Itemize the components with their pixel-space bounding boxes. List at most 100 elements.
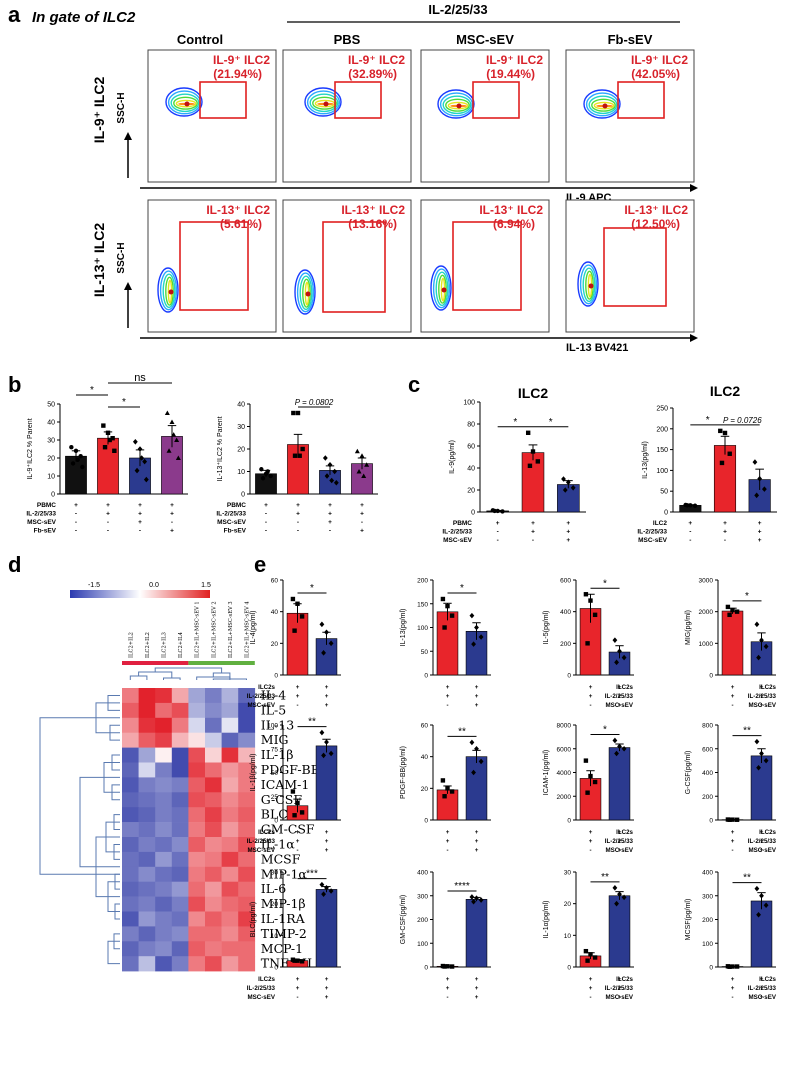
condition-sign: +: [566, 520, 570, 527]
heatmap-cell: [155, 807, 173, 823]
y-axis-label: IL-9⁺ILC2 % Parent: [26, 418, 34, 479]
heatmap-cell: [138, 911, 156, 927]
color-scale-bar: [70, 590, 210, 598]
heatmap-cell: [155, 777, 173, 793]
condition-sign: +: [360, 511, 364, 518]
heatmap-cell: [238, 747, 256, 763]
data-point: [763, 757, 769, 764]
condition-sign: +: [328, 502, 332, 509]
panel-letter-c: c: [408, 372, 420, 397]
heatmap-cell: [122, 837, 139, 853]
contour-peak: [323, 101, 329, 107]
gate-box: [179, 221, 249, 311]
condition-sign: +: [760, 693, 764, 700]
heatmap-cell: [221, 822, 239, 838]
contour-ring: [299, 275, 313, 311]
contour-peak: [602, 103, 608, 109]
y-tick-label: 0: [709, 818, 713, 825]
column-name: ILC2+IL+MSC-sEV 1: [195, 601, 201, 658]
data-point: [171, 432, 177, 437]
condition-sign: -: [497, 529, 499, 536]
heatmap-cell: [205, 837, 222, 853]
data-point: [319, 729, 325, 736]
condition-sign: +: [589, 985, 593, 992]
heatmap-cell: [138, 792, 156, 808]
heatmap-cell: [122, 896, 139, 912]
data-point: [754, 885, 760, 892]
data-point: [730, 817, 735, 822]
contour-ring: [170, 93, 200, 113]
y-tick-label: 3000: [699, 578, 714, 585]
heatmap-cell: [205, 807, 222, 823]
group-bar-red: [122, 661, 189, 665]
data-point: [359, 453, 365, 458]
heatmap-cell: [188, 956, 206, 972]
condition-label: MSC-sEV: [748, 847, 776, 854]
condition-sign: +: [296, 684, 300, 691]
condition-sign: +: [106, 511, 110, 518]
heatmap-cell: [155, 926, 173, 942]
y-tick-label: 20: [467, 488, 475, 495]
contour-ring: [435, 271, 449, 307]
heatmap-cell: [205, 866, 222, 882]
heatmap-cell: [188, 941, 206, 957]
condition-sign: -: [171, 519, 173, 526]
condition-sign: -: [296, 847, 298, 854]
condition-sign: +: [731, 684, 735, 691]
condition-sign: +: [618, 829, 622, 836]
top-dendrogram: [163, 677, 181, 680]
significance-label: *: [90, 385, 94, 396]
left-dendrogram: [39, 717, 120, 875]
heatmap-cell: [221, 941, 239, 957]
condition-sign: +: [325, 829, 329, 836]
data-point: [143, 476, 149, 483]
heatmap-cell: [122, 926, 139, 942]
heatmap-cell: [205, 881, 222, 897]
column-name: ILC2+IL2: [145, 632, 151, 658]
condition-sign: +: [589, 976, 593, 983]
data-point: [295, 601, 300, 606]
condition-sign: -: [446, 702, 448, 709]
heatmap-cell: [238, 926, 256, 942]
gate-label-text: IL-13⁺ ILC2: [479, 203, 543, 217]
condition-label: MSC-sEV: [605, 994, 633, 1001]
condition-sign: -: [297, 519, 299, 526]
data-point: [588, 773, 593, 779]
heatmap-cell: [205, 732, 222, 748]
condition-sign: +: [589, 829, 593, 836]
data-point: [260, 476, 266, 481]
y-tick-label: 100: [267, 723, 278, 730]
data-point: [142, 458, 148, 465]
condition-sign: +: [475, 684, 479, 691]
heatmap-cell: [138, 956, 156, 972]
row-label: IL-13⁺ ILC2: [91, 223, 107, 298]
heatmap-cell: [138, 881, 156, 897]
data-point: [734, 964, 740, 969]
data-point: [759, 750, 764, 757]
contour-ring: [294, 269, 316, 315]
contour-ring: [304, 87, 342, 117]
data-point: [585, 790, 590, 795]
condition-sign: +: [296, 693, 300, 700]
heatmap-cell: [171, 807, 189, 823]
condition-label: IL-2/25/33: [247, 985, 276, 992]
data-point: [112, 448, 117, 453]
chart-title: ILC2: [710, 383, 741, 399]
column-name: ILC2+IL+MSC-sEV 3: [228, 601, 234, 658]
condition-label: MSC-sEV: [748, 994, 776, 1001]
gate-label-text: IL-13⁺ ILC2: [206, 203, 270, 217]
significance-label: *: [310, 583, 314, 594]
data-point: [354, 448, 360, 454]
condition-sign: +: [758, 520, 762, 527]
treatment-header: IL-2/25/33: [428, 2, 487, 17]
condition-sign: +: [618, 994, 622, 1001]
significance-label: ****: [454, 881, 470, 892]
condition-sign: +: [360, 528, 364, 535]
contour-peak: [441, 287, 447, 293]
condition-sign: +: [566, 537, 570, 544]
panel-letter-e: e: [254, 552, 266, 577]
y-tick-label: 0: [274, 818, 278, 825]
heatmap-cell: [188, 792, 206, 808]
